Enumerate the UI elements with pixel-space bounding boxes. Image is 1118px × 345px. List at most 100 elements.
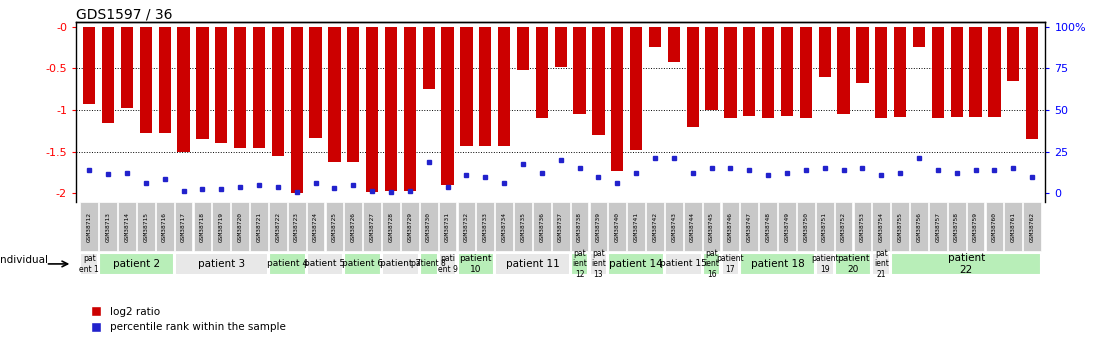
FancyBboxPatch shape: [438, 253, 456, 275]
Text: GSM38719: GSM38719: [219, 212, 224, 242]
Bar: [215, 27, 227, 144]
Text: GSM38714: GSM38714: [124, 212, 130, 242]
FancyBboxPatch shape: [174, 202, 192, 252]
FancyBboxPatch shape: [910, 202, 928, 252]
FancyBboxPatch shape: [80, 202, 98, 252]
Text: patient 3: patient 3: [198, 259, 245, 269]
Text: patient
20: patient 20: [836, 254, 869, 274]
Text: GSM38729: GSM38729: [407, 212, 413, 242]
Text: GSM38733: GSM38733: [483, 212, 487, 242]
Text: GSM38734: GSM38734: [502, 212, 506, 242]
Text: GSM38754: GSM38754: [879, 212, 883, 242]
FancyBboxPatch shape: [419, 202, 437, 252]
FancyBboxPatch shape: [797, 202, 815, 252]
Text: GSM38738: GSM38738: [577, 212, 582, 242]
Bar: [140, 27, 152, 134]
Text: GSM38740: GSM38740: [615, 212, 619, 242]
Text: GSM38745: GSM38745: [709, 212, 714, 242]
Text: patient
19: patient 19: [811, 254, 838, 274]
Text: pat
ient
13: pat ient 13: [591, 249, 606, 279]
FancyBboxPatch shape: [533, 202, 551, 252]
Legend: log2 ratio, percentile rank within the sample: log2 ratio, percentile rank within the s…: [82, 303, 291, 336]
Text: patient
10: patient 10: [459, 254, 492, 274]
Text: GSM38737: GSM38737: [558, 212, 563, 242]
Bar: [743, 27, 756, 116]
Bar: [536, 27, 548, 118]
FancyBboxPatch shape: [891, 253, 1041, 275]
FancyBboxPatch shape: [457, 253, 494, 275]
Text: GSM38728: GSM38728: [388, 212, 394, 242]
Bar: [780, 27, 793, 116]
FancyBboxPatch shape: [419, 253, 437, 275]
FancyBboxPatch shape: [212, 202, 230, 252]
FancyBboxPatch shape: [119, 202, 135, 252]
Text: patient 8: patient 8: [411, 259, 446, 268]
FancyBboxPatch shape: [872, 202, 890, 252]
Bar: [121, 27, 133, 108]
Bar: [385, 27, 397, 191]
FancyBboxPatch shape: [570, 253, 588, 275]
Bar: [310, 27, 322, 138]
FancyBboxPatch shape: [136, 202, 154, 252]
Text: GSM38730: GSM38730: [426, 212, 432, 242]
Bar: [347, 27, 359, 162]
FancyBboxPatch shape: [665, 253, 702, 275]
FancyBboxPatch shape: [872, 253, 890, 275]
FancyBboxPatch shape: [816, 253, 834, 275]
Text: GSM38755: GSM38755: [898, 212, 902, 242]
Bar: [593, 27, 605, 135]
Bar: [629, 27, 642, 150]
FancyBboxPatch shape: [1004, 202, 1022, 252]
FancyBboxPatch shape: [589, 253, 607, 275]
FancyBboxPatch shape: [816, 202, 834, 252]
Bar: [329, 27, 341, 162]
Text: GSM38760: GSM38760: [992, 212, 997, 242]
FancyBboxPatch shape: [250, 202, 268, 252]
Bar: [517, 27, 529, 70]
Text: patient 15: patient 15: [660, 259, 707, 268]
Text: patient 5: patient 5: [304, 259, 345, 268]
FancyBboxPatch shape: [721, 253, 739, 275]
Text: GSM38716: GSM38716: [162, 212, 168, 242]
FancyBboxPatch shape: [929, 202, 947, 252]
FancyBboxPatch shape: [174, 253, 268, 275]
Text: GDS1597 / 36: GDS1597 / 36: [76, 7, 172, 21]
Bar: [612, 27, 624, 171]
Text: GSM38720: GSM38720: [238, 212, 243, 242]
Text: GSM38713: GSM38713: [105, 212, 111, 242]
Bar: [969, 27, 982, 117]
Bar: [574, 27, 586, 114]
Text: patient
17: patient 17: [717, 254, 745, 274]
FancyBboxPatch shape: [306, 202, 324, 252]
FancyBboxPatch shape: [703, 253, 720, 275]
FancyBboxPatch shape: [344, 202, 362, 252]
FancyBboxPatch shape: [100, 253, 173, 275]
Text: patient 2: patient 2: [113, 259, 160, 269]
Bar: [404, 27, 416, 191]
Bar: [950, 27, 963, 117]
Bar: [837, 27, 850, 114]
FancyBboxPatch shape: [589, 202, 607, 252]
FancyBboxPatch shape: [986, 202, 1003, 252]
Bar: [1026, 27, 1039, 139]
Text: GSM38722: GSM38722: [275, 212, 281, 242]
FancyBboxPatch shape: [401, 202, 418, 252]
FancyBboxPatch shape: [363, 202, 381, 252]
FancyBboxPatch shape: [684, 202, 702, 252]
FancyBboxPatch shape: [608, 202, 626, 252]
Text: GSM38753: GSM38753: [860, 212, 865, 242]
FancyBboxPatch shape: [853, 202, 871, 252]
Text: GSM38717: GSM38717: [181, 212, 186, 242]
FancyBboxPatch shape: [325, 202, 343, 252]
Text: patient 14: patient 14: [609, 259, 663, 269]
FancyBboxPatch shape: [703, 202, 720, 252]
Bar: [799, 27, 812, 118]
Bar: [178, 27, 190, 152]
Text: GSM38747: GSM38747: [747, 212, 751, 242]
Bar: [83, 27, 95, 104]
Text: GSM38741: GSM38741: [634, 212, 638, 242]
Text: GSM38749: GSM38749: [785, 212, 789, 242]
Text: pat
ient
21: pat ient 21: [874, 249, 889, 279]
Text: GSM38731: GSM38731: [445, 212, 451, 242]
FancyBboxPatch shape: [382, 253, 418, 275]
